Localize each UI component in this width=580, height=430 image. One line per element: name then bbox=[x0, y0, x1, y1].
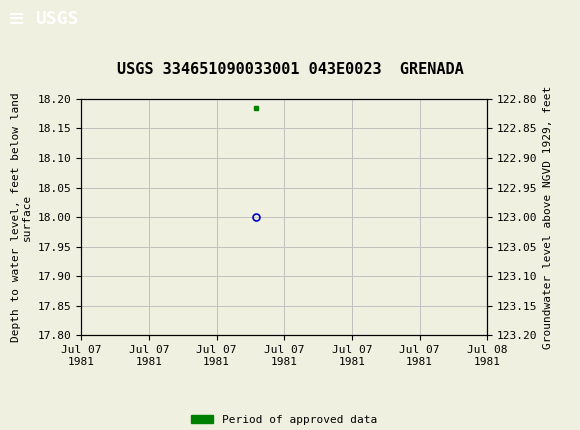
Y-axis label: Depth to water level, feet below land
surface: Depth to water level, feet below land su… bbox=[10, 92, 32, 342]
Text: ≡: ≡ bbox=[9, 7, 24, 31]
Legend: Period of approved data: Period of approved data bbox=[187, 410, 382, 429]
Text: USGS 334651090033001 043E0023  GRENADA: USGS 334651090033001 043E0023 GRENADA bbox=[117, 62, 463, 77]
Text: USGS: USGS bbox=[35, 10, 78, 28]
Y-axis label: Groundwater level above NGVD 1929, feet: Groundwater level above NGVD 1929, feet bbox=[543, 86, 553, 349]
